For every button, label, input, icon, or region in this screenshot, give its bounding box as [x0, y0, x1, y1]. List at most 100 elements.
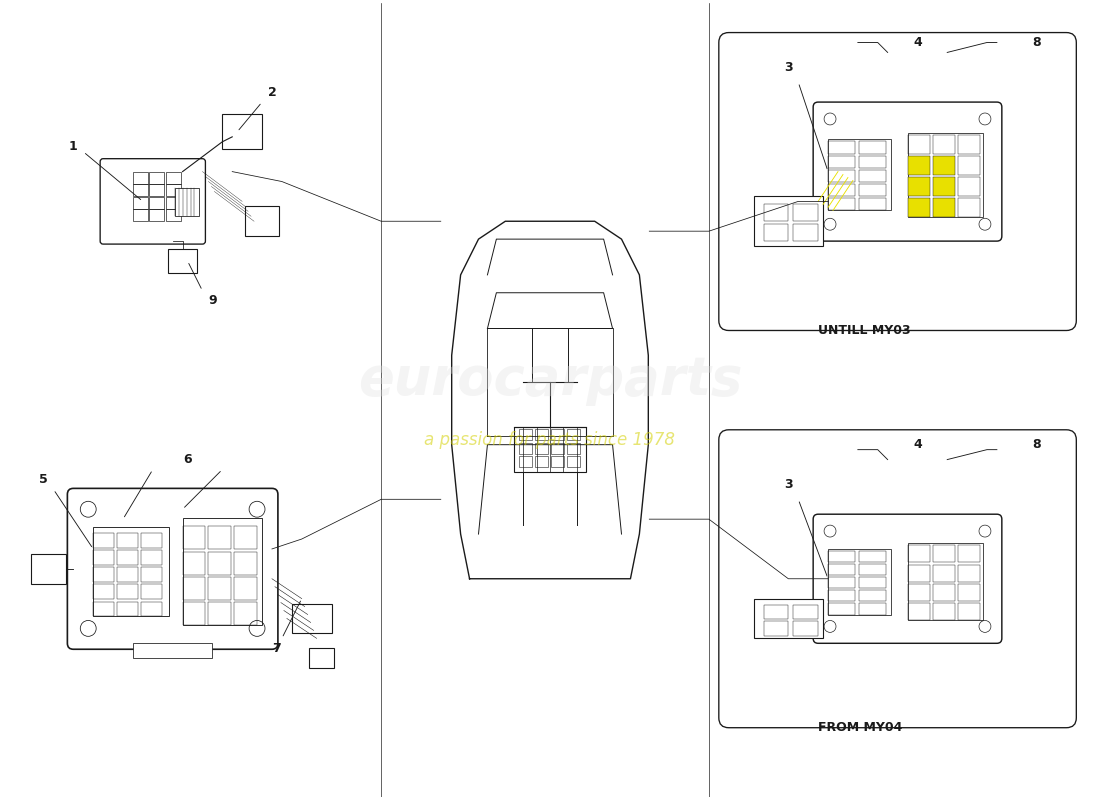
Bar — [175, 188, 199, 216]
Bar — [141, 567, 162, 582]
Text: 4: 4 — [913, 36, 922, 49]
Bar — [166, 172, 180, 184]
Bar — [166, 197, 180, 209]
Bar — [166, 210, 180, 222]
Bar — [828, 590, 855, 602]
Bar — [957, 546, 980, 562]
Bar — [908, 198, 930, 217]
Bar — [133, 643, 212, 658]
Bar — [859, 198, 886, 210]
Text: 8: 8 — [1032, 36, 1041, 49]
Bar — [183, 526, 206, 550]
Bar — [183, 577, 206, 600]
FancyBboxPatch shape — [718, 430, 1076, 728]
Bar — [793, 204, 818, 222]
Bar — [150, 197, 164, 209]
Bar — [859, 551, 886, 562]
Bar — [150, 172, 164, 184]
Bar — [828, 198, 855, 210]
Bar — [133, 184, 147, 196]
Circle shape — [824, 113, 836, 125]
Bar — [94, 602, 114, 617]
Bar — [957, 178, 980, 196]
Bar — [859, 170, 886, 182]
Bar — [763, 224, 789, 241]
Text: UNTILL MY03: UNTILL MY03 — [818, 324, 911, 337]
Text: eurocarparts: eurocarparts — [358, 354, 742, 406]
Bar — [859, 564, 886, 575]
Bar — [208, 552, 231, 574]
Circle shape — [979, 218, 991, 230]
Text: a passion for parts since 1978: a passion for parts since 1978 — [425, 430, 675, 449]
Bar — [309, 648, 334, 668]
Bar — [793, 224, 818, 241]
Bar — [117, 567, 138, 582]
Bar — [933, 135, 955, 154]
Bar — [859, 590, 886, 602]
Bar — [828, 549, 891, 614]
Circle shape — [249, 502, 265, 517]
Bar — [208, 526, 231, 550]
Text: 6: 6 — [184, 453, 191, 466]
FancyBboxPatch shape — [813, 514, 1002, 643]
Circle shape — [249, 621, 265, 636]
Bar — [933, 198, 955, 217]
Text: 8: 8 — [1032, 438, 1041, 451]
Circle shape — [979, 621, 991, 632]
Bar — [957, 198, 980, 217]
Bar — [908, 603, 930, 621]
Bar — [957, 565, 980, 582]
Bar — [933, 156, 955, 175]
Text: 5: 5 — [40, 473, 48, 486]
Bar — [519, 430, 532, 440]
Bar — [535, 443, 548, 454]
Bar — [828, 603, 855, 614]
Bar — [793, 605, 818, 619]
Bar — [234, 577, 257, 600]
Bar — [566, 443, 581, 454]
Bar — [234, 602, 257, 626]
Bar — [133, 172, 147, 184]
Bar — [208, 577, 231, 600]
Bar — [141, 550, 162, 565]
Bar — [763, 605, 789, 619]
Bar — [234, 552, 257, 574]
Bar — [957, 135, 980, 154]
Bar — [31, 554, 66, 584]
Circle shape — [979, 113, 991, 125]
FancyBboxPatch shape — [100, 158, 206, 244]
Bar — [133, 197, 147, 209]
Bar — [933, 584, 955, 601]
Bar — [908, 156, 930, 175]
Bar — [222, 114, 262, 150]
Bar — [957, 603, 980, 621]
Bar — [859, 142, 886, 154]
Bar — [859, 184, 886, 196]
Bar — [519, 456, 532, 467]
Bar — [754, 598, 823, 638]
Bar — [94, 550, 114, 565]
Bar — [828, 551, 855, 562]
Bar — [94, 567, 114, 582]
Bar — [141, 533, 162, 548]
Bar — [150, 210, 164, 222]
Bar — [859, 603, 886, 614]
Text: 2: 2 — [267, 86, 276, 98]
Bar — [908, 135, 930, 154]
Bar — [208, 602, 231, 626]
Text: 7: 7 — [273, 642, 282, 654]
Bar — [933, 565, 955, 582]
Bar — [94, 533, 114, 548]
Bar — [908, 565, 930, 582]
Bar — [566, 456, 581, 467]
Bar — [150, 184, 164, 196]
Bar — [117, 550, 138, 565]
Bar — [828, 156, 855, 168]
Bar — [859, 156, 886, 168]
Bar — [828, 184, 855, 196]
Bar — [828, 577, 855, 588]
Circle shape — [824, 218, 836, 230]
Circle shape — [824, 525, 836, 537]
Bar — [292, 603, 331, 634]
Bar — [535, 456, 548, 467]
